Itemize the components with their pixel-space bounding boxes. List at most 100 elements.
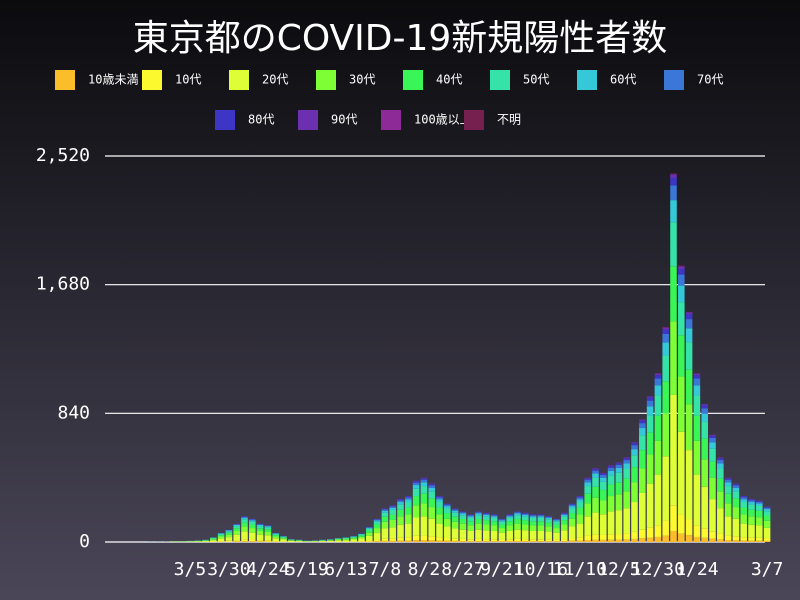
bar-segment — [522, 520, 529, 525]
bar-segment — [709, 461, 716, 478]
bar-segment — [740, 507, 747, 515]
bar-segment — [537, 541, 545, 542]
bar-segment — [600, 539, 607, 542]
bar-segment — [366, 540, 373, 542]
bar-segment — [444, 504, 451, 507]
bar-segment — [381, 510, 389, 513]
bar-segment — [701, 528, 708, 538]
bar-segment — [272, 538, 279, 542]
legend-label: 70代 — [697, 73, 723, 87]
bar-segment — [693, 378, 701, 386]
bar-segment — [592, 486, 599, 498]
bar-segment — [210, 539, 217, 541]
bar-segment — [514, 519, 521, 524]
bar-segment — [678, 335, 685, 377]
bar-segment — [662, 413, 669, 457]
legend-label: 90代 — [331, 113, 357, 127]
bar-segment — [576, 514, 584, 524]
bar-segment — [584, 477, 591, 479]
bar-segment — [498, 524, 506, 529]
bar-segment — [561, 516, 568, 521]
bar-segment — [584, 503, 591, 517]
bar-segment — [412, 485, 420, 489]
bar-segment — [709, 435, 716, 438]
bar-segment — [256, 524, 264, 525]
bar-segment — [210, 540, 217, 542]
bar-segment — [600, 490, 607, 501]
bar-segment — [373, 532, 381, 540]
bar-segment — [475, 523, 482, 530]
bar-segment — [576, 540, 584, 542]
bar-segment — [233, 528, 240, 531]
bar-segment — [561, 520, 568, 525]
x-tick-label: 6/13 — [324, 559, 367, 580]
bar-segment — [373, 521, 381, 525]
bar-segment — [678, 376, 685, 432]
bar-segment — [373, 528, 381, 533]
chart-title: 東京都のCOVID-19新規陽性者数 — [133, 18, 668, 59]
x-tick-label: 3/30 — [207, 559, 250, 580]
bar-segment — [233, 526, 240, 529]
bar-segment — [592, 469, 599, 471]
bars — [147, 173, 771, 542]
bar-segment — [428, 536, 435, 541]
bar-segment — [444, 506, 451, 509]
bar-segment — [241, 522, 248, 527]
legend-label: 60代 — [610, 73, 636, 87]
bar-segment — [646, 397, 654, 401]
bar-segment — [693, 373, 701, 376]
bar-segment — [397, 499, 404, 501]
bar-segment — [444, 508, 451, 514]
bar-segment — [717, 539, 724, 542]
bar-segment — [756, 540, 763, 542]
bar-segment — [256, 540, 264, 542]
bar-segment — [217, 535, 225, 537]
bar-segment — [600, 473, 607, 475]
bar-segment — [740, 499, 747, 503]
bar-segment — [217, 541, 225, 542]
bar-segment — [748, 524, 755, 538]
bar-segment — [623, 460, 630, 464]
grid: 0 840 1,680 2,520 3/5 3/304/245/196/13 7/8 8/2 8… — [36, 145, 784, 580]
bar-segment — [522, 530, 529, 540]
bar-segment — [763, 507, 771, 510]
bar-segment — [529, 516, 537, 518]
bar-segment — [483, 541, 490, 542]
bar-segment — [756, 501, 763, 504]
bar-segment — [420, 540, 428, 542]
bar-segment — [342, 539, 350, 541]
bar-segment — [561, 513, 568, 515]
bar-segment — [670, 173, 677, 175]
bar-segment — [506, 525, 513, 531]
bar-segment — [600, 472, 607, 474]
bar-segment — [381, 540, 389, 542]
bar-segment — [475, 515, 482, 520]
bar-segment — [709, 477, 716, 500]
bar-segment — [576, 523, 584, 538]
bar-segment — [506, 530, 513, 540]
bar-segment — [623, 457, 630, 459]
bar-segment — [545, 519, 552, 523]
bar-segment — [412, 505, 420, 518]
bar-segment — [381, 512, 389, 517]
bar-segment — [467, 516, 474, 518]
bar-segment — [631, 445, 638, 450]
bar-segment — [381, 508, 389, 510]
bar-segment — [701, 422, 708, 439]
bar-segment — [381, 509, 389, 511]
bar-segment — [568, 506, 576, 509]
bar-segment — [631, 442, 638, 444]
bar-segment — [748, 504, 755, 510]
bar-segment — [295, 541, 303, 542]
bar-segment — [373, 524, 381, 529]
bar-segment — [412, 488, 420, 497]
bar-segment — [592, 477, 599, 487]
bar-segment — [436, 507, 443, 515]
bar-segment — [717, 533, 724, 540]
bar-segment — [444, 513, 451, 519]
legend-swatch — [381, 110, 401, 130]
bar-segment — [428, 540, 435, 542]
bar-segment — [451, 540, 459, 542]
bar-segment — [701, 537, 708, 542]
bar-segment — [436, 540, 443, 542]
